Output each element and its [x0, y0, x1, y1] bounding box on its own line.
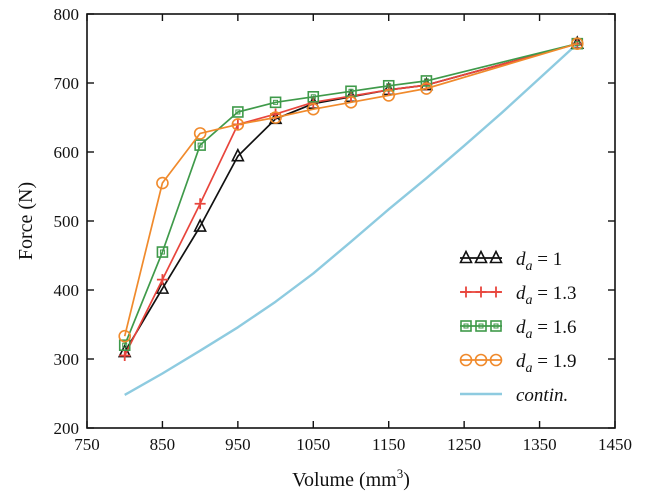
legend-label: da = 1 — [516, 249, 562, 274]
plus-point — [194, 198, 206, 210]
series-4 — [118, 37, 584, 343]
series-5 — [124, 42, 579, 396]
legend-marker — [459, 353, 473, 367]
plus-point — [156, 274, 168, 286]
square-point-inner — [348, 88, 354, 94]
series-3 — [118, 37, 584, 352]
legend-entry-4: da = 1.9 — [459, 351, 576, 376]
x-tick-label: 1450 — [598, 435, 632, 454]
legend-entry-1: da = 1 — [459, 249, 562, 274]
y-axis-title: Force (N) — [15, 182, 37, 260]
legend-marker — [475, 320, 487, 332]
y-tick-label: 400 — [54, 281, 80, 300]
circle-point — [156, 176, 169, 190]
legend-marker-inner — [493, 323, 499, 329]
legend-marker — [489, 249, 503, 264]
square-point — [307, 91, 320, 103]
legend-label: da = 1.3 — [516, 283, 576, 308]
circle-point — [118, 329, 132, 343]
legend-marker-inner — [478, 323, 484, 329]
series-line — [123, 42, 578, 337]
series-1 — [117, 35, 585, 358]
x-tick-label: 1150 — [372, 435, 405, 454]
circle-point — [382, 89, 396, 102]
y-tick-label: 500 — [54, 212, 80, 231]
x-tick-label: 1050 — [296, 435, 330, 454]
circle-point — [231, 118, 245, 131]
circle-point — [420, 82, 433, 95]
legend-entry-5: contin. — [460, 385, 568, 406]
circle-point — [306, 102, 320, 116]
square-point-inner — [235, 109, 241, 115]
legend-entry-2: da = 1.3 — [460, 283, 576, 308]
triangle-point — [231, 147, 245, 162]
tick-labels: 750 850 950 1050 1150 1250 1350 1450 200 300 400 50… — [54, 5, 633, 454]
square-point-inner — [386, 83, 392, 89]
square-point — [118, 339, 131, 352]
legend-marker — [460, 320, 472, 332]
plot-frame — [86, 13, 616, 429]
legend-marker — [489, 353, 503, 367]
circle-point — [570, 37, 584, 50]
series-line — [123, 42, 578, 346]
x-axis-title: Volume (mm3) — [292, 466, 410, 491]
legend-marker — [459, 249, 473, 264]
circle-point — [269, 111, 282, 124]
square-point-inner — [159, 249, 165, 255]
y-tick-label: 300 — [54, 350, 80, 369]
legend-marker — [490, 286, 502, 298]
square-point — [269, 96, 282, 109]
y-tick-label: 200 — [54, 419, 80, 438]
x-tick-label: 1350 — [523, 435, 557, 454]
square-point — [194, 139, 206, 151]
legend: da = 1 da = 1.3 da = 1.6 da = 1.9 contin. — [459, 249, 576, 406]
legend-entry-3: da = 1.6 — [460, 317, 576, 342]
square-point — [156, 246, 169, 258]
x-tick-label: 850 — [150, 435, 176, 454]
triangle-point — [193, 218, 207, 232]
square-point-inner — [310, 94, 316, 100]
circle-point — [193, 127, 207, 140]
legend-marker — [474, 249, 488, 264]
legend-marker — [460, 286, 472, 298]
series-layer — [117, 35, 585, 396]
square-point — [232, 106, 244, 118]
square-point-inner — [197, 142, 203, 148]
x-tick-label: 1250 — [447, 435, 481, 454]
square-point — [420, 75, 433, 87]
y-tick-label: 700 — [54, 74, 80, 93]
plus-point — [119, 350, 131, 362]
square-point-inner — [122, 342, 128, 348]
y-tick-label: 800 — [54, 5, 80, 24]
square-point — [382, 79, 395, 92]
circle-point — [344, 96, 358, 109]
legend-marker-inner — [463, 323, 469, 329]
legend-label: da = 1.6 — [516, 317, 576, 342]
legend-marker — [474, 353, 488, 367]
legend-marker — [490, 320, 502, 332]
series-line — [124, 42, 579, 396]
square-point-inner — [273, 99, 279, 105]
legend-label: da = 1.9 — [516, 351, 576, 376]
series-line — [123, 42, 578, 356]
triangle-point — [155, 280, 170, 294]
x-tick-label: 950 — [225, 435, 251, 454]
y-tick-label: 600 — [54, 143, 80, 162]
x-tick-label: 750 — [74, 435, 100, 454]
legend-label: contin. — [516, 385, 568, 406]
legend-marker — [475, 286, 487, 298]
